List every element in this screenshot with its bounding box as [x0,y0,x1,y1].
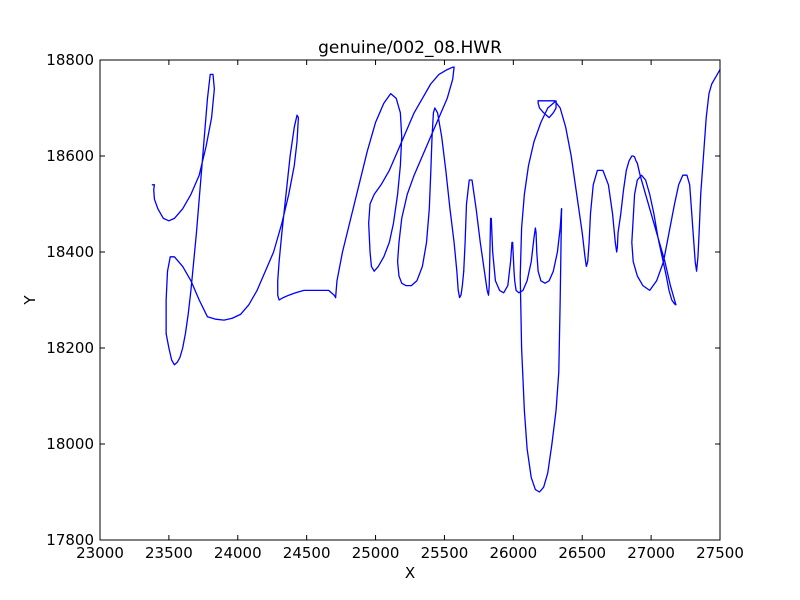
y-tick-label: 18400 [46,243,94,261]
x-tick-label: 23500 [145,544,193,562]
y-tick-label: 17800 [46,531,94,549]
x-tick-label: 25000 [352,544,400,562]
y-axis-label: Y [21,295,39,306]
axes-frame [99,59,721,541]
plot-area: 23000 23500 24000 24500 25000 25500 26000 26500… [46,51,744,562]
stroke-line-4 [396,66,465,299]
chart-title: genuine/002_08.HWR [318,38,502,58]
x-tick-label: 23000 [76,544,124,562]
x-tick-label: 24500 [283,544,331,562]
stroke-line-1 [151,73,216,366]
stroke-line-6 [519,100,563,493]
axis-ticks: 23000 23500 24000 24500 25000 25500 26000 26500… [46,51,744,562]
x-tick-label: 25500 [421,544,469,562]
stroke-line-5 [463,179,563,296]
signature-lines [151,66,721,493]
y-tick-label: 18600 [46,147,94,165]
stroke-line-7 [537,100,638,268]
y-tick-label: 18200 [46,339,94,357]
x-tick-label: 27500 [696,544,744,562]
y-tick-label: 18000 [46,435,94,453]
x-tick-label: 27000 [627,544,675,562]
stroke-line-3 [334,66,455,299]
y-tick-label: 18800 [46,51,94,69]
stroke-line-2 [165,114,337,335]
x-tick-label: 26500 [558,544,606,562]
x-tick-label: 26000 [489,544,537,562]
x-axis-label: X [405,564,415,582]
x-tick-label: 24000 [214,544,262,562]
stroke-line-8 [631,68,721,306]
